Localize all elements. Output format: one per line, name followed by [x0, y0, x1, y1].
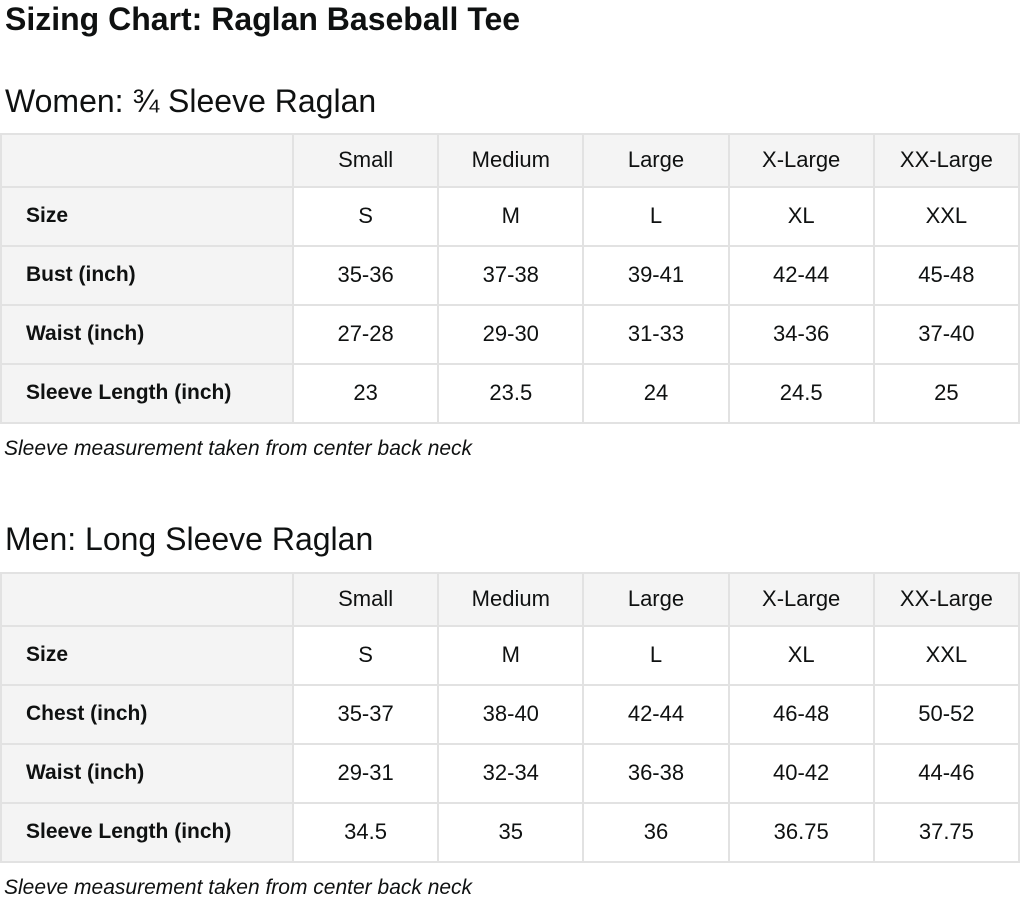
corner-cell — [0, 132, 294, 188]
cell-value: 35-36 — [291, 244, 440, 306]
cell-value: 29-31 — [291, 742, 440, 804]
row-label: Waist (inch) — [0, 742, 294, 804]
column-header: Small — [291, 571, 440, 627]
table-row: Size S M L XL XXL — [0, 624, 1021, 686]
cell-value: XL — [727, 185, 875, 247]
column-header: Medium — [437, 571, 585, 627]
cell-value: 46-48 — [727, 683, 875, 745]
header-row: Small Medium Large X-Large XX-Large — [0, 571, 1021, 627]
cell-value: 36-38 — [582, 742, 730, 804]
cell-value: 27-28 — [291, 303, 440, 365]
cell-value: 29-30 — [437, 303, 585, 365]
cell-value: 40-42 — [727, 742, 875, 804]
cell-value: 23.5 — [437, 362, 585, 424]
table-row: Bust (inch) 35-36 37-38 39-41 42-44 45-48 — [0, 244, 1021, 306]
men-sizing-table: Small Medium Large X-Large XX-Large Size S M L XL… — [0, 571, 1021, 863]
cell-value: L — [582, 624, 730, 686]
row-label: Size — [0, 624, 294, 686]
page-title: Sizing Chart: Raglan Baseball Tee — [5, 1, 521, 37]
section-heading-women: Women: ¾ Sleeve Raglan — [5, 82, 377, 119]
cell-value: 45-48 — [872, 244, 1021, 306]
cell-value: 35 — [437, 801, 585, 863]
column-header: Large — [582, 132, 730, 188]
column-header: Small — [291, 132, 440, 188]
corner-cell — [0, 571, 294, 627]
cell-value: 24 — [582, 362, 730, 424]
cell-value: 37-40 — [872, 303, 1021, 365]
cell-value: XXL — [872, 185, 1021, 247]
table-row: Chest (inch) 35-37 38-40 42-44 46-48 50-52 — [0, 683, 1021, 745]
cell-value: M — [437, 624, 585, 686]
cell-value: 36.75 — [727, 801, 875, 863]
cell-value: 50-52 — [872, 683, 1021, 745]
table-row: Sleeve Length (inch) 34.5 35 36 36.75 37.75 — [0, 801, 1021, 863]
table-row: Size S M L XL XXL — [0, 185, 1021, 247]
column-header: XX-Large — [872, 571, 1021, 627]
row-label: Sleeve Length (inch) — [0, 801, 294, 863]
section-heading-men: Men: Long Sleeve Raglan — [5, 521, 374, 558]
cell-value: 35-37 — [291, 683, 440, 745]
cell-value: 31-33 — [582, 303, 730, 365]
table-row: Waist (inch) 29-31 32-34 36-38 40-42 44-46 — [0, 742, 1021, 804]
column-header: XX-Large — [872, 132, 1021, 188]
column-header: X-Large — [727, 571, 875, 627]
column-header: Large — [582, 571, 730, 627]
cell-value: 38-40 — [437, 683, 585, 745]
cell-value: XXL — [872, 624, 1021, 686]
sleeve-note-men: Sleeve measurement taken from center bac… — [4, 875, 473, 899]
row-label: Bust (inch) — [0, 244, 294, 306]
cell-value: 39-41 — [582, 244, 730, 306]
sleeve-note-women: Sleeve measurement taken from center bac… — [4, 436, 473, 460]
row-label: Chest (inch) — [0, 683, 294, 745]
cell-value: 42-44 — [582, 683, 730, 745]
row-label: Size — [0, 185, 294, 247]
section-men: Men: Long Sleeve Raglan Small Medium Large… — [0, 520, 1024, 900]
cell-value: S — [291, 185, 440, 247]
cell-value: 24.5 — [727, 362, 875, 424]
header-row: Small Medium Large X-Large XX-Large — [0, 132, 1021, 188]
table-row: Waist (inch) 27-28 29-30 31-33 34-36 37-40 — [0, 303, 1021, 365]
section-women: Women: ¾ Sleeve Raglan Small Medium Large X… — [0, 82, 1024, 462]
cell-value: 37-38 — [437, 244, 585, 306]
women-sizing-table: Small Medium Large X-Large XX-Large Size S M L XL… — [0, 132, 1021, 424]
cell-value: 32-34 — [437, 742, 585, 804]
cell-value: 34.5 — [291, 801, 440, 863]
row-label: Waist (inch) — [0, 303, 294, 365]
cell-value: 25 — [872, 362, 1021, 424]
column-header: X-Large — [727, 132, 875, 188]
cell-value: M — [437, 185, 585, 247]
table-row: Sleeve Length (inch) 23 23.5 24 24.5 25 — [0, 362, 1021, 424]
cell-value: 44-46 — [872, 742, 1021, 804]
column-header: Medium — [437, 132, 585, 188]
cell-value: L — [582, 185, 730, 247]
cell-value: 42-44 — [727, 244, 875, 306]
cell-value: 36 — [582, 801, 730, 863]
cell-value: S — [291, 624, 440, 686]
row-label: Sleeve Length (inch) — [0, 362, 294, 424]
cell-value: XL — [727, 624, 875, 686]
cell-value: 23 — [291, 362, 440, 424]
cell-value: 37.75 — [872, 801, 1021, 863]
cell-value: 34-36 — [727, 303, 875, 365]
